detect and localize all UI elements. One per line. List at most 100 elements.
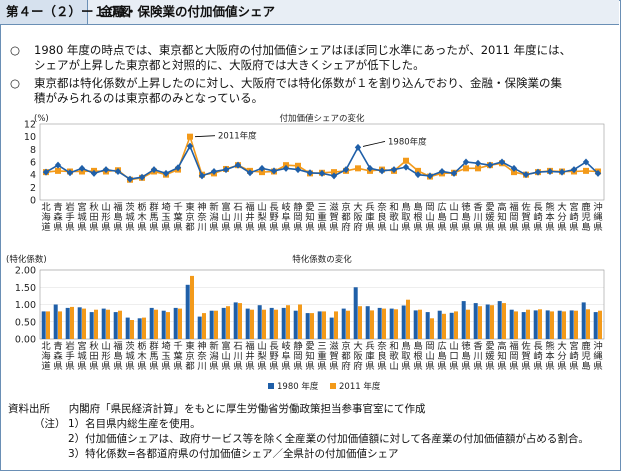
notes-label: （注）: [34, 418, 66, 430]
data-point: [474, 159, 482, 167]
bullet-line: シェアが上昇した東京都と対照的に、大阪府では大きくシェアが低下した。: [34, 58, 425, 72]
x-tick-label: 群馬県: [149, 340, 158, 372]
bar: [425, 312, 430, 339]
x-tick-label: 島根県: [413, 201, 422, 233]
y-tick-label: 2: [30, 183, 36, 194]
bar: [281, 307, 286, 339]
bar: [526, 309, 530, 339]
bullet-1: ○ 1980 年度の時点では、東京都と大阪府の付加価値シェアはほぼ同じ水準にあった…: [10, 43, 571, 73]
data-point: [522, 171, 530, 179]
y-axis-unit: (特化係数): [6, 254, 47, 265]
x-tick-label: 香川県: [473, 341, 482, 372]
y-axis-unit: (%): [34, 114, 49, 124]
bar: [418, 309, 422, 339]
x-tick-label: 三重県: [317, 341, 326, 372]
bar: [46, 311, 50, 339]
plot-area: [39, 123, 605, 201]
annotation-leader: [362, 141, 386, 147]
bar: [430, 318, 434, 339]
bar: [557, 310, 562, 339]
x-tick-label: 埼玉県: [161, 201, 170, 233]
data-point: [510, 164, 518, 172]
data-point: [438, 168, 446, 175]
x-tick-label: 埼玉県: [161, 340, 170, 372]
x-tick-label: 広島県: [437, 201, 446, 233]
bar: [41, 311, 46, 339]
x-tick-label: 岐阜県: [281, 201, 290, 233]
x-tick-label: 沖縄県: [593, 340, 602, 372]
bar: [545, 310, 550, 339]
x-tick-label: 鳥取県: [401, 340, 410, 372]
x-tick-label: 福島県: [113, 340, 122, 372]
data-point: [114, 168, 122, 175]
bar: [149, 307, 154, 339]
x-tick-label: 福岡県: [509, 340, 518, 372]
note-3: 3）特化係数=各都道府県の付加価値シェア／全県計の付加価値シェア: [68, 448, 399, 460]
bar: [317, 311, 322, 339]
bar: [310, 313, 314, 339]
x-tick-label: 茨城県: [125, 340, 134, 372]
data-point: [415, 167, 421, 174]
data-point: [570, 166, 578, 174]
bar: [353, 287, 358, 340]
x-tick-label: 鹿児島: [581, 201, 590, 233]
bar: [293, 310, 298, 339]
x-tick-label: 島根県: [413, 340, 422, 372]
x-tick-label: 兵庫県: [365, 340, 374, 372]
data-point: [198, 172, 206, 180]
bar: [113, 312, 118, 339]
x-tick-label: 大分県: [557, 201, 566, 233]
data-point: [90, 169, 98, 177]
y-tick-label: 0.00: [15, 335, 36, 346]
x-tick-label: 神奈川: [197, 340, 206, 372]
bar: [245, 308, 250, 339]
chart-title: 特化係数の変化: [292, 254, 352, 265]
bar: [538, 309, 542, 339]
x-tick-label: 富山県: [221, 201, 230, 233]
note-1: 1）名目県内総生産を使用。: [68, 418, 201, 430]
x-tick-label: 岡山県: [425, 341, 434, 372]
bar: [209, 310, 214, 339]
x-tick-label: 秋田県: [89, 340, 98, 372]
data-point: [259, 169, 265, 176]
x-tick-label: 徳島県: [461, 340, 471, 372]
bar: [377, 307, 382, 339]
bar: [154, 309, 158, 339]
bar: [334, 311, 338, 339]
source-note: 資料出所 内閣府「県民経済計算」をもとに厚生労働省労働政策担当参事官室にて作成: [8, 403, 425, 416]
bar: [473, 303, 478, 339]
bar: [406, 299, 410, 339]
bar: [478, 306, 482, 339]
source-text: 内閣府「県民経済計算」をもとに厚生労働省労働政策担当参事官室にて作成: [68, 403, 426, 415]
bar: [485, 304, 490, 339]
bar: [137, 318, 142, 339]
x-tick-label: 奈良県: [377, 340, 386, 372]
data-point: [463, 165, 469, 172]
bar: [262, 309, 266, 339]
bar: [274, 309, 278, 339]
y-tick-label: 12: [24, 120, 36, 131]
bar: [365, 306, 370, 339]
bar: [298, 304, 302, 339]
bar: [82, 308, 86, 339]
x-tick-label: 愛知県: [305, 340, 314, 372]
bar: [250, 309, 254, 339]
data-point: [378, 167, 386, 175]
legend-label: 2011 年度: [339, 381, 381, 392]
annotation-label: 2011年度: [218, 131, 257, 142]
data-point: [318, 169, 326, 177]
bar: [413, 310, 418, 339]
x-tick-label: 福岡県: [509, 201, 518, 233]
x-tick-label: 長崎県: [533, 202, 543, 233]
x-tick-label: 熊本県: [545, 201, 554, 233]
bar: [569, 310, 574, 339]
bar: [593, 312, 598, 339]
data-point: [210, 168, 218, 175]
data-point: [187, 133, 193, 140]
x-tick-label: 栃木県: [137, 340, 146, 372]
y-tick-label: 10: [24, 132, 36, 143]
x-tick-label: 和歌山: [389, 341, 399, 372]
x-tick-label: 徳島県: [461, 201, 471, 233]
y-tick-label: 4: [30, 170, 36, 181]
